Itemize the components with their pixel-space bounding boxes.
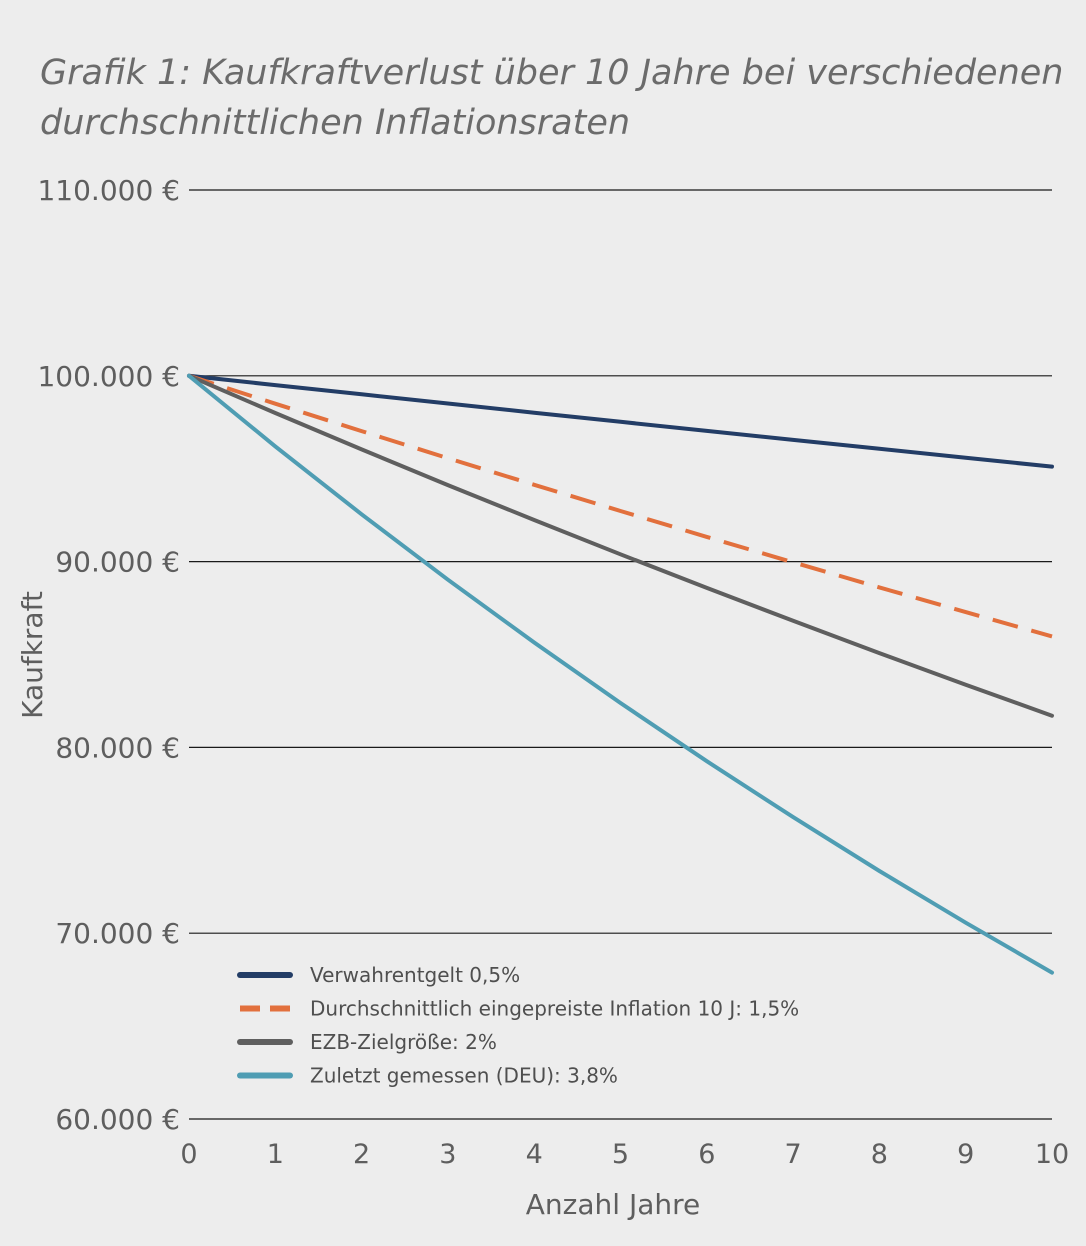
y-axis-label: Kaufkraft (16, 591, 49, 719)
series-lines (187, 373, 1054, 975)
x-tick-label: 10 (1035, 1139, 1069, 1170)
legend: Verwahrentgelt 0,5% Durchschnittlich eing… (237, 963, 799, 1088)
y-gridlines (189, 189, 1052, 1120)
chart-title-line-2: durchschnittlichen Inflationsraten (40, 103, 630, 143)
x-tick-label: 7 (785, 1139, 802, 1170)
legend-label: Durchschnittlich eingepreiste Inflation … (310, 997, 799, 1021)
legend-label: Verwahrentgelt 0,5% (310, 963, 520, 987)
x-tick-label: 3 (439, 1139, 456, 1170)
x-tick-label: 8 (871, 1139, 888, 1170)
series-line-ezb-zielgr-e-2 (187, 373, 1054, 718)
x-tick-label: 1 (267, 1139, 284, 1170)
y-tick-label: 80.000 € (55, 731, 180, 764)
chart-title: Grafik 1: Kaufkraftverlust über 10 Jahre… (40, 53, 1064, 143)
chart-title-line-1: Grafik 1: Kaufkraftverlust über 10 Jahre… (40, 53, 1064, 93)
legend-label: EZB-Zielgröße: 2% (310, 1030, 497, 1054)
series-line-verwahrentgelt-0-5 (187, 373, 1054, 469)
series-line-durchschnittlich-eingepreiste-inflation-10-j-1-5 (188, 373, 1053, 639)
x-tick-label: 9 (957, 1139, 974, 1170)
y-tick-label: 100.000 € (37, 360, 180, 393)
x-tick-label: 5 (612, 1139, 629, 1170)
legend-label: Zuletzt gemessen (DEU): 3,8% (310, 1064, 618, 1088)
series-line-zuletzt-gemessen-deu-3-8 (187, 373, 1054, 975)
y-tick-label: 90.000 € (55, 546, 180, 579)
y-tick-label: 60.000 € (55, 1103, 180, 1136)
y-tick-label: 110.000 € (37, 174, 180, 207)
y-tick-label: 70.000 € (55, 917, 180, 950)
y-axis-tick-labels: 60.000 € 70.000 € 80.000 € 90.000 € 100.000 … (37, 174, 180, 1136)
x-axis-label: Anzahl Jahre (526, 1188, 700, 1221)
x-tick-label: 2 (353, 1139, 370, 1170)
x-axis-tick-labels: 0 1 2 3 4 5 6 7 8 9 10 (180, 1139, 1069, 1170)
x-tick-label: 6 (698, 1139, 715, 1170)
x-tick-label: 0 (180, 1139, 197, 1170)
x-tick-label: 4 (526, 1139, 543, 1170)
